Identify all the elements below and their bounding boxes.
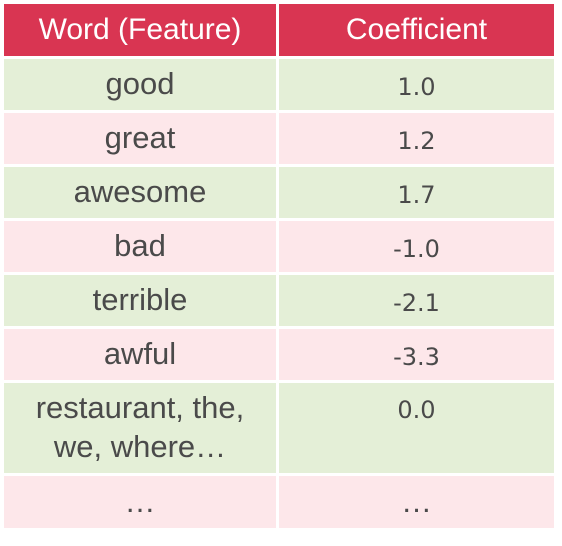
coefficient-cell: -3.3 [279,329,554,380]
coefficient-cell: 1.7 [279,167,554,218]
word-cell: good [4,59,276,110]
header-word-feature: Word (Feature) [4,4,276,56]
coefficient-cell: 0.0 [279,383,554,473]
word-cell: awful [4,329,276,380]
coefficient-cell: … [279,476,554,528]
table-row: good 1.0 [4,59,554,110]
word-cell: bad [4,221,276,272]
table-row: … … [4,476,554,528]
coefficient-cell: 1.0 [279,59,554,110]
coefficient-table: Word (Feature) Coefficient good 1.0 grea… [4,4,554,531]
table-row: great 1.2 [4,113,554,164]
word-cell: great [4,113,276,164]
word-line: we, where… [53,429,227,464]
word-cell: … [4,476,276,528]
word-cell: awesome [4,167,276,218]
word-cell: terrible [4,275,276,326]
word-cell: restaurant, the, we, where… [4,383,276,473]
table-row: bad -1.0 [4,221,554,272]
table-row: restaurant, the, we, where… 0.0 [4,383,554,473]
coefficient-cell: -2.1 [279,275,554,326]
coefficient-cell: -1.0 [279,221,554,272]
word-line: restaurant, the, [35,390,245,426]
table-header-row: Word (Feature) Coefficient [4,4,554,56]
table-row: awesome 1.7 [4,167,554,218]
table-row: awful -3.3 [4,329,554,380]
header-coefficient: Coefficient [279,4,554,56]
table-row: terrible -2.1 [4,275,554,326]
coefficient-cell: 1.2 [279,113,554,164]
